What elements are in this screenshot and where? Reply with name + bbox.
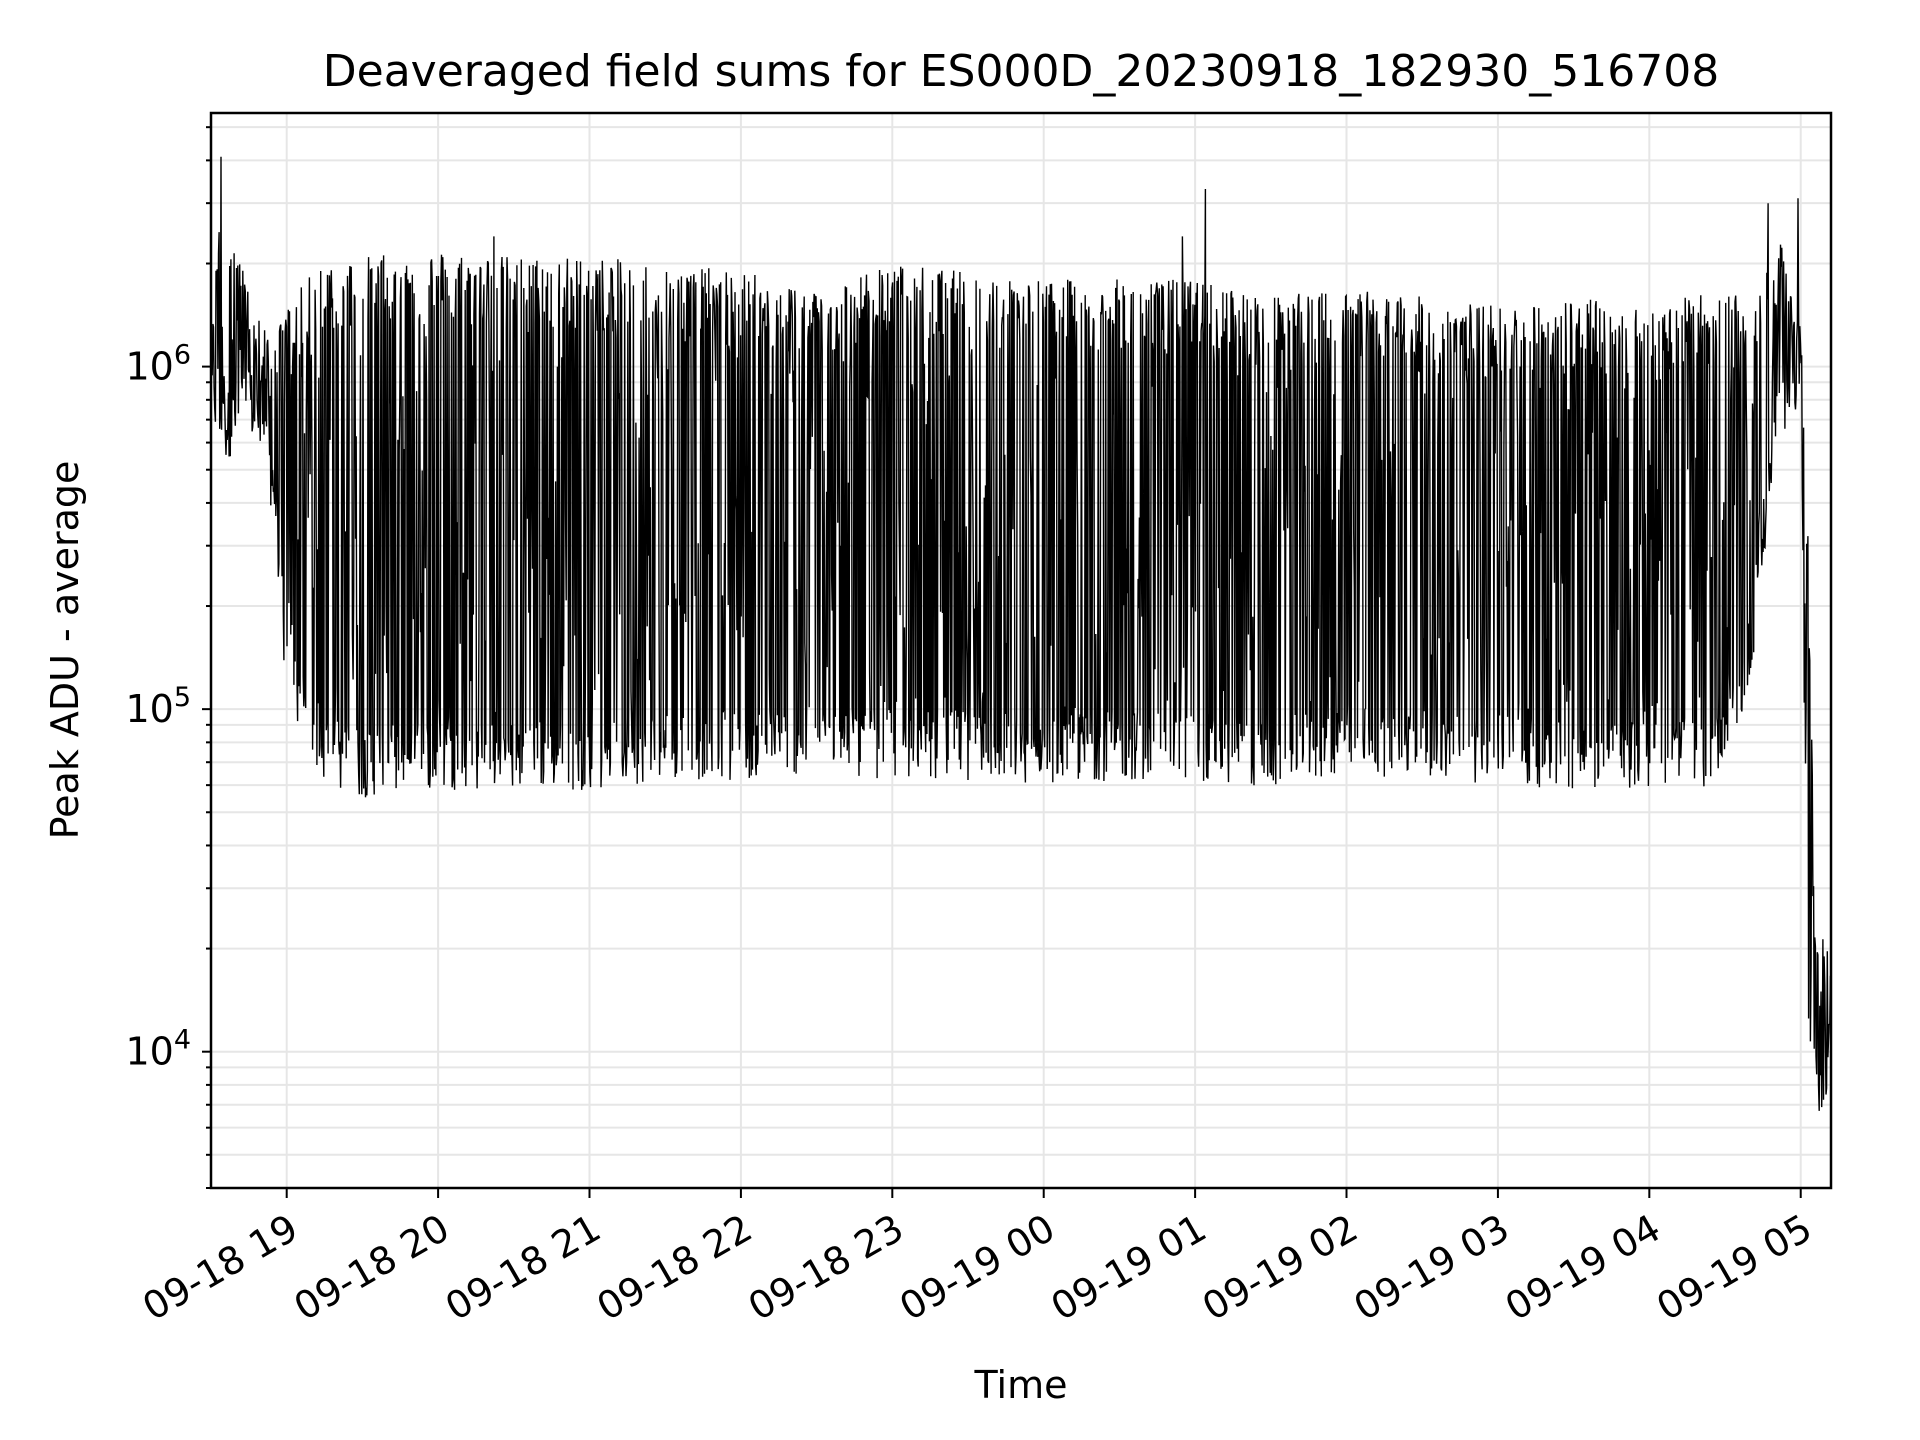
y-tick-label-base: 10: [125, 687, 173, 731]
y-tick-label: 104: [125, 1025, 191, 1074]
x-axis-label: Time: [974, 1363, 1068, 1407]
y-tick-label-exponent: 5: [174, 682, 191, 713]
plot-frame: [209, 111, 1833, 1190]
y-axis-label: Peak ADU - average: [43, 461, 87, 840]
series-line-group: [210, 156, 1832, 1111]
y-tick-label: 106: [125, 340, 191, 389]
series-line: [210, 156, 1832, 1111]
y-tick-label-base: 10: [125, 1030, 173, 1074]
y-tick-label-exponent: 6: [174, 340, 191, 371]
y-tick-label-exponent: 4: [174, 1025, 191, 1056]
chart-title: Deaveraged field sums for ES000D_2023091…: [323, 46, 1719, 97]
y-tick-label: 105: [125, 682, 191, 731]
y-tick-label-base: 10: [125, 345, 173, 389]
